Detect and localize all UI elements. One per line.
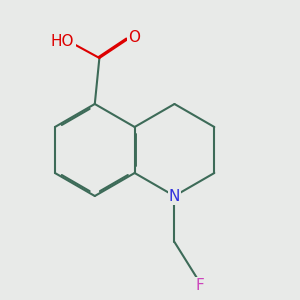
- Text: O: O: [128, 30, 140, 45]
- Text: N: N: [169, 188, 180, 203]
- Text: F: F: [195, 278, 204, 293]
- Text: HO: HO: [51, 34, 74, 50]
